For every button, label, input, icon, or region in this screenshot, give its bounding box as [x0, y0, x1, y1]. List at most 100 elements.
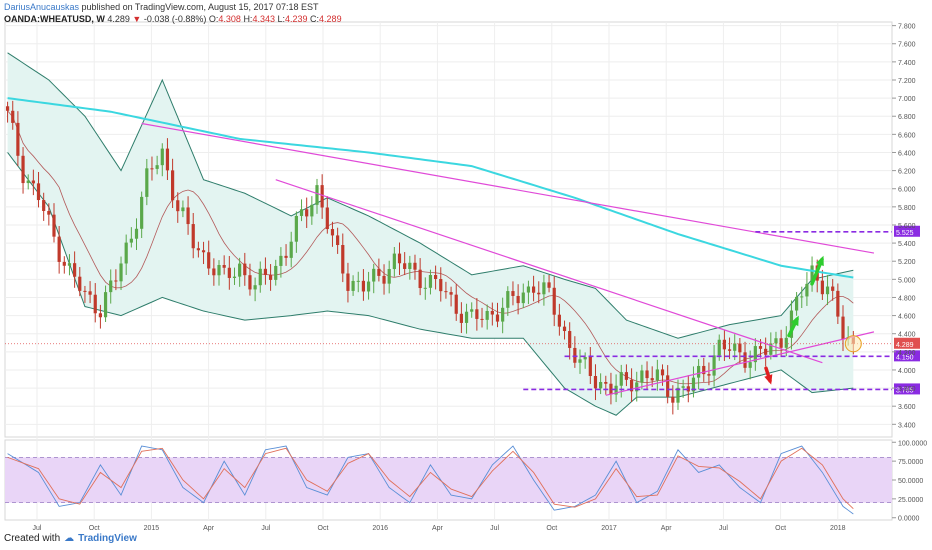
- sma-200: [7, 97, 854, 279]
- candle-body: [531, 286, 536, 293]
- y-tick-label: 4.600: [898, 314, 916, 321]
- candle: [222, 255, 226, 275]
- candle: [480, 307, 484, 328]
- open-label: O:: [208, 14, 219, 24]
- tradingview-brand[interactable]: TradingView: [78, 533, 137, 544]
- candle: [475, 298, 479, 331]
- candle: [583, 352, 587, 369]
- candle-body: [217, 265, 221, 276]
- candle-body: [810, 265, 814, 284]
- candle: [227, 255, 231, 290]
- candle-body: [769, 343, 773, 355]
- candle-body: [103, 292, 108, 318]
- candle: [738, 338, 742, 364]
- x-tick-label: Jul: [719, 525, 728, 532]
- stoch-y-tick-label: 75.0000: [898, 459, 923, 466]
- candle: [825, 275, 830, 306]
- candle-body: [52, 214, 56, 237]
- candle: [449, 286, 453, 307]
- candle: [93, 283, 97, 323]
- candle: [743, 341, 747, 373]
- candle-body: [222, 265, 226, 268]
- candle: [253, 277, 257, 302]
- y-tick-label: 5.200: [898, 259, 916, 266]
- candle: [78, 267, 82, 297]
- stochastic-pane: [5, 445, 892, 515]
- level-badge: [894, 350, 920, 362]
- candle-body: [774, 338, 778, 344]
- candle-body: [57, 236, 61, 262]
- y-tick-label: 6.200: [898, 169, 916, 176]
- candle-body: [629, 379, 634, 392]
- candle-body: [67, 263, 72, 266]
- level-badge: [894, 383, 920, 395]
- author-name[interactable]: DariusAnucauskas: [4, 2, 80, 12]
- candle: [258, 261, 262, 293]
- candle-body: [124, 242, 128, 264]
- candle: [702, 357, 706, 382]
- candle: [722, 330, 726, 361]
- candle: [5, 101, 10, 123]
- low-label: L:: [277, 14, 285, 24]
- candle-body: [227, 267, 231, 278]
- candle: [26, 174, 30, 190]
- candle-body: [263, 268, 268, 275]
- level-badge: [894, 225, 920, 237]
- y-tick-label: 7.200: [898, 78, 916, 85]
- candle-body: [434, 274, 438, 280]
- candle: [299, 199, 304, 222]
- level-label: 4.150: [896, 354, 914, 361]
- candle-body: [320, 185, 324, 208]
- candle: [134, 218, 139, 250]
- candle: [562, 320, 567, 340]
- candle-body: [511, 291, 515, 296]
- candle: [217, 260, 221, 286]
- candle-body: [31, 180, 35, 184]
- candle-body: [88, 291, 92, 295]
- candle: [114, 269, 118, 291]
- candle: [794, 292, 799, 316]
- candle-body: [800, 296, 804, 298]
- candle: [516, 284, 520, 315]
- candle: [403, 252, 407, 276]
- candle-body: [16, 122, 20, 156]
- candle-body: [397, 253, 402, 264]
- stoch-band-fill: [5, 457, 892, 503]
- x-tick-label: 2015: [144, 525, 160, 532]
- candle: [490, 302, 494, 326]
- candle: [609, 372, 613, 405]
- candle: [160, 143, 164, 177]
- candle-body: [382, 275, 386, 284]
- y-tick-label: 3.400: [898, 422, 916, 429]
- candle-body: [475, 309, 479, 319]
- candle: [470, 302, 474, 318]
- y-tick-label: 3.600: [898, 404, 916, 411]
- candle-body: [258, 268, 262, 286]
- candle-body: [671, 396, 675, 403]
- candle-body: [593, 375, 598, 389]
- change-value: -0.038 (-0.88%): [143, 14, 207, 24]
- candle: [103, 285, 108, 322]
- candle-body: [377, 268, 381, 276]
- candle: [67, 254, 72, 276]
- y-tick-label: 4.200: [898, 350, 916, 357]
- candle: [268, 264, 273, 291]
- low-value: 4.239: [285, 14, 308, 24]
- candle-body: [624, 372, 629, 380]
- candle: [294, 211, 298, 253]
- candle-body: [439, 279, 443, 292]
- candle-body: [361, 280, 366, 292]
- candle: [727, 337, 732, 360]
- stoch-y-tick-label: 0.0000: [898, 516, 920, 523]
- candle-body: [294, 215, 298, 242]
- candle-body: [351, 280, 355, 291]
- candle-body: [464, 311, 469, 323]
- candle-body: [784, 337, 788, 348]
- candle: [31, 169, 35, 196]
- candle-body: [743, 352, 747, 368]
- x-tick-label: Oct: [546, 525, 557, 532]
- candle-body: [831, 286, 835, 291]
- x-tick-label: Apr: [432, 525, 444, 532]
- stoch-d-line: [7, 447, 854, 510]
